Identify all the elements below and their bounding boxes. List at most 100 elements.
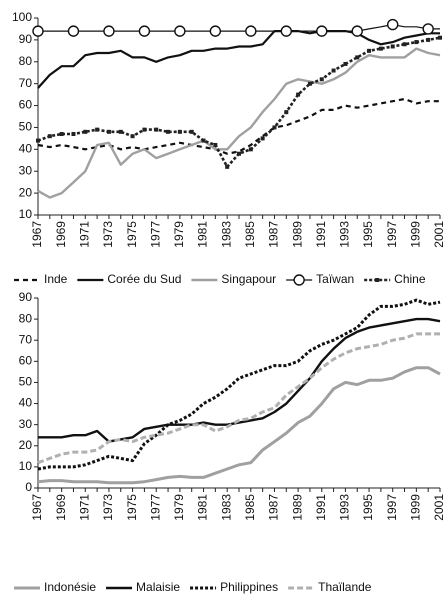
y-tick-label: 90	[19, 32, 33, 46]
marker	[47, 134, 52, 139]
marker	[367, 48, 372, 53]
x-tick-label: 1967	[30, 221, 44, 248]
marker	[438, 35, 442, 40]
series	[36, 35, 442, 169]
marker	[355, 55, 360, 60]
legend-label: Malaisie	[136, 580, 180, 594]
x-tick-label: 1997	[385, 494, 399, 521]
marker	[390, 44, 395, 49]
legend-label: Chine	[394, 272, 426, 286]
x-tick-label: 1971	[77, 494, 91, 521]
series	[37, 30, 440, 89]
marker	[32, 25, 44, 37]
marker	[387, 18, 399, 31]
legend-marker	[293, 274, 305, 286]
legend-item: Singapour	[191, 272, 276, 286]
marker	[36, 138, 40, 143]
series	[37, 366, 441, 485]
x-tick-label: 1983	[219, 221, 233, 248]
y-tick-label: 40	[19, 396, 33, 410]
legend-item: Indonésie	[14, 580, 96, 594]
marker	[166, 129, 171, 134]
marker	[237, 151, 241, 156]
marker	[260, 136, 265, 141]
marker	[130, 134, 135, 139]
marker	[209, 25, 222, 37]
marker	[67, 25, 80, 37]
y-tick-label: 80	[19, 54, 33, 68]
marker	[154, 127, 159, 132]
x-tick-label: 2001	[432, 494, 446, 521]
marker	[106, 129, 111, 134]
y-tick-label: 90	[19, 290, 33, 304]
marker	[272, 125, 277, 130]
x-tick-label: 1973	[101, 494, 115, 521]
y-tick-label: 0	[25, 480, 32, 494]
line	[37, 366, 441, 485]
marker	[201, 138, 206, 143]
marker	[426, 37, 431, 42]
marker	[316, 25, 328, 37]
y-tick-label: 10	[19, 459, 33, 473]
series	[37, 298, 441, 471]
y-tick-label: 30	[19, 163, 33, 177]
line	[38, 24, 440, 32]
marker	[213, 142, 218, 147]
x-tick-label: 1971	[77, 221, 91, 248]
y-tick-label: 30	[19, 417, 33, 431]
marker	[248, 147, 253, 152]
y-tick-label: 20	[19, 185, 33, 199]
x-tick-label: 1993	[338, 494, 352, 521]
y-tick-label: 70	[19, 332, 33, 346]
marker	[118, 129, 123, 134]
x-tick-label: 1993	[338, 221, 352, 248]
x-tick-label: 1991	[314, 221, 328, 248]
x-tick-label: 1995	[361, 494, 375, 521]
marker	[95, 127, 100, 132]
marker	[343, 61, 348, 66]
marker	[378, 46, 383, 51]
marker	[422, 23, 434, 35]
line	[37, 332, 440, 465]
y-tick-label: 50	[19, 375, 33, 389]
legend-item: Taïwan	[286, 272, 354, 286]
x-tick-label: 1987	[267, 221, 281, 248]
legend-label: Indonésie	[44, 580, 96, 594]
line	[37, 97, 440, 155]
x-tick-label: 1975	[125, 494, 139, 521]
x-tick-label: 1973	[101, 221, 115, 248]
x-tick-label: 1999	[409, 494, 423, 521]
marker	[296, 92, 301, 97]
marker	[331, 68, 336, 73]
y-tick-label: 60	[19, 354, 33, 368]
x-tick-label: 1979	[172, 494, 186, 521]
x-tick-label: 1995	[361, 221, 375, 248]
y-tick-label: 40	[19, 142, 33, 156]
marker	[225, 164, 230, 169]
x-tick-label: 1985	[243, 221, 257, 248]
marker	[414, 40, 419, 45]
line	[38, 317, 441, 443]
marker	[174, 25, 186, 37]
marker	[177, 129, 182, 134]
series	[37, 332, 440, 465]
legend-marker	[375, 278, 380, 282]
x-tick-label: 1987	[267, 494, 281, 521]
marker	[280, 25, 292, 37]
marker	[59, 132, 64, 137]
x-tick-label: 1969	[54, 221, 68, 248]
x-tick-label: 1979	[172, 221, 186, 248]
y-tick-label: 20	[19, 438, 33, 452]
legend-item: Malaisie	[106, 580, 180, 594]
legend-item: Chine	[364, 272, 426, 286]
x-tick-label: 1999	[409, 221, 423, 248]
x-tick-label: 1977	[148, 494, 162, 521]
x-tick-label: 1977	[148, 221, 162, 248]
line	[37, 30, 440, 89]
marker	[307, 81, 312, 86]
legend-label: Thaïlande	[318, 580, 372, 594]
x-tick-label: 2001	[432, 221, 446, 248]
y-tick-label: 50	[19, 120, 33, 134]
line	[37, 298, 441, 471]
